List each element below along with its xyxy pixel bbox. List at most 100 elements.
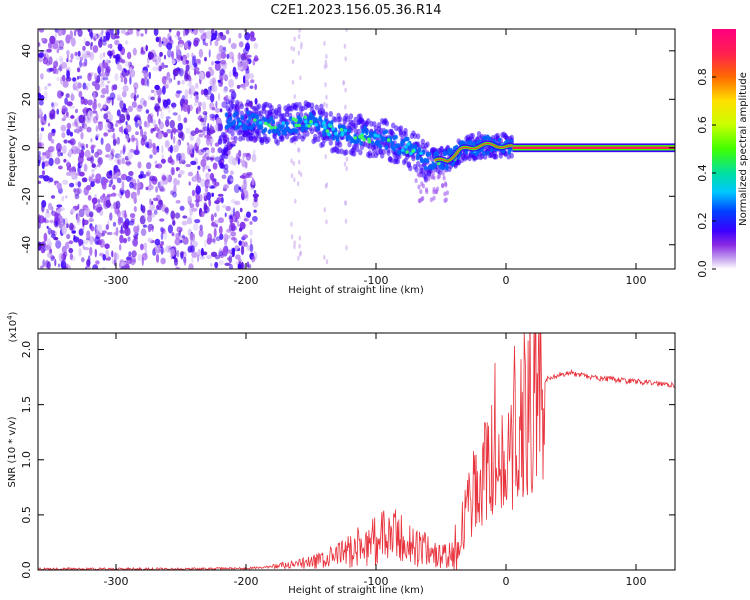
noise-speckle: [85, 50, 91, 56]
signal-core: [505, 139, 510, 145]
noise-speckle: [92, 264, 99, 269]
noise-speckle: [233, 184, 240, 194]
noise-speckle: [239, 189, 244, 192]
snr-multiplier-exp: 4: [6, 315, 14, 320]
signal-tail: [414, 178, 418, 184]
noise-speckle: [181, 235, 185, 239]
signal-halo: [353, 122, 358, 129]
noise-speckle: [151, 200, 154, 205]
noise-speckle: [104, 243, 110, 249]
signal-halo: [323, 111, 329, 118]
noise-speckle: [149, 198, 152, 206]
noise-speckle: [243, 75, 246, 84]
noise-streak: [293, 240, 296, 246]
noise-speckle: [42, 259, 46, 268]
noise-speckle: [58, 252, 64, 262]
noise-speckle: [74, 148, 82, 154]
noise-speckle: [210, 129, 216, 134]
noise-speckle: [198, 129, 203, 133]
noise-speckle: [155, 164, 159, 169]
noise-streak: [297, 181, 300, 187]
noise-speckle: [85, 207, 91, 215]
noise-speckle: [163, 99, 169, 108]
noise-speckle: [234, 200, 241, 206]
noise-speckle: [82, 219, 89, 225]
signal-halo: [395, 158, 400, 165]
noise-speckle: [160, 158, 166, 164]
noise-speckle: [92, 110, 98, 114]
noise-speckle: [209, 157, 215, 161]
noise-speckle: [70, 208, 76, 214]
noise-speckle: [43, 160, 50, 167]
noise-speckle: [148, 228, 151, 233]
noise-speckle: [121, 59, 126, 64]
noise-speckle: [128, 72, 131, 77]
signal-bright-spot: [411, 149, 415, 153]
signal-halo: [230, 130, 235, 137]
noise-speckle: [97, 198, 100, 204]
signal-core: [224, 112, 229, 118]
noise-speckle: [61, 145, 67, 154]
signal-halo: [245, 99, 251, 106]
noise-speckle: [83, 186, 89, 196]
noise-speckle: [150, 89, 155, 93]
noise-speckle: [237, 220, 240, 228]
noise-speckle: [152, 66, 159, 72]
noise-speckle: [125, 134, 129, 142]
noise-speckle: [99, 82, 105, 88]
noise-speckle: [147, 184, 154, 191]
noise-speckle: [232, 207, 236, 217]
signal-halo: [302, 133, 307, 140]
noise-speckle: [155, 186, 159, 193]
noise-speckle: [61, 105, 67, 113]
noise-speckle: [195, 147, 199, 154]
noise-speckle: [60, 152, 63, 157]
noise-speckle: [196, 136, 201, 147]
noise-speckle: [40, 73, 44, 80]
noise-speckle: [186, 52, 190, 59]
noise-speckle: [218, 44, 224, 54]
signal-core: [450, 161, 455, 167]
noise-speckle: [177, 80, 181, 86]
signal-bright-spot: [331, 127, 335, 131]
noise-streak: [291, 79, 295, 85]
noise-speckle: [45, 211, 51, 219]
snr-background: [38, 333, 675, 570]
signal-core: [246, 110, 250, 116]
noise-speckle: [51, 129, 55, 133]
noise-speckle: [240, 245, 245, 256]
signal-halo: [241, 134, 246, 141]
noise-speckle: [163, 231, 168, 241]
signal-bright-spot: [373, 133, 378, 137]
noise-speckle: [107, 44, 112, 49]
noise-streak: [325, 53, 328, 59]
noise-speckle: [203, 203, 208, 212]
noise-speckle: [86, 83, 91, 87]
noise-speckle: [95, 179, 101, 184]
noise-speckle: [68, 247, 74, 254]
noise-speckle: [76, 188, 82, 195]
noise-speckle: [86, 259, 90, 268]
signal-halo: [352, 150, 357, 157]
noise-speckle: [127, 236, 131, 242]
noise-speckle: [229, 253, 233, 257]
noise-speckle: [66, 49, 70, 56]
noise-speckle: [159, 51, 164, 57]
noise-speckle: [87, 99, 93, 106]
noise-speckle: [73, 188, 76, 193]
noise-speckle: [47, 83, 52, 87]
noise-speckle: [228, 155, 235, 165]
noise-speckle: [125, 40, 129, 45]
noise-speckle: [202, 114, 208, 122]
signal-halo: [420, 138, 425, 145]
signal-core: [489, 147, 494, 153]
signal-tail: [419, 189, 423, 195]
noise-speckle: [237, 62, 243, 68]
signal-halo: [280, 135, 285, 142]
noise-speckle: [177, 36, 182, 41]
noise-speckle: [81, 53, 88, 59]
spectrogram-x-tick-label: 100: [626, 274, 647, 287]
noise-speckle: [99, 238, 105, 248]
noise-speckle: [128, 220, 135, 226]
noise-speckle: [114, 123, 119, 127]
